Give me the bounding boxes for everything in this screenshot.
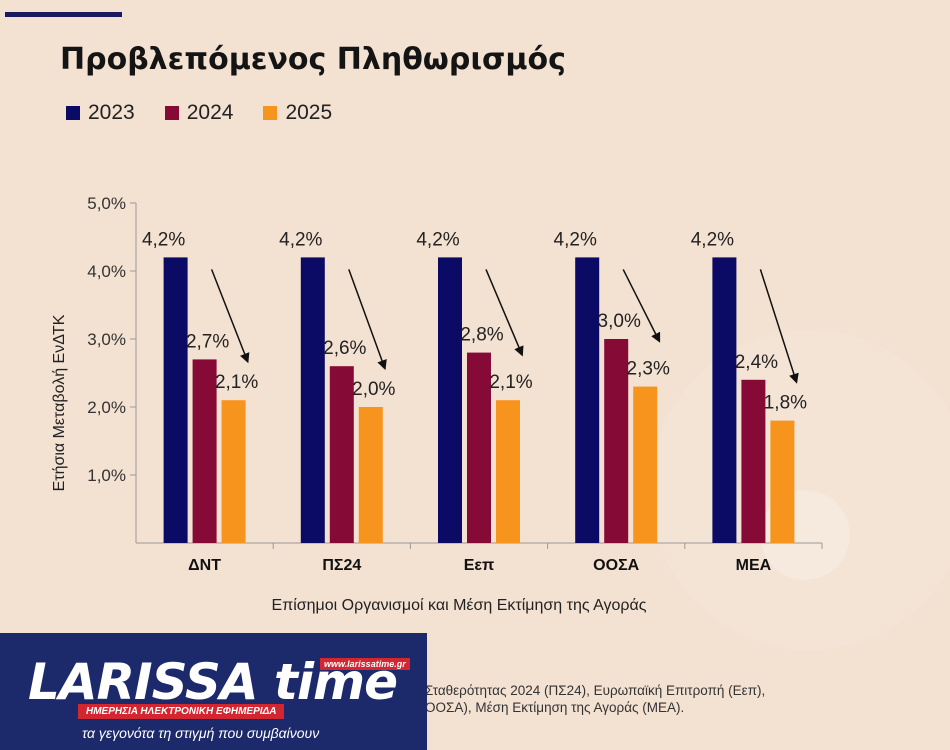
x-tick-label: ΟΟΣΑ [593, 557, 639, 574]
data-label-2023: 4,2% [279, 229, 322, 250]
legend-swatch-2023 [66, 106, 80, 120]
data-label-2023: 4,2% [554, 229, 597, 250]
data-label-2025: 2,0% [352, 379, 395, 400]
x-tick-label: ΔΝΤ [188, 557, 221, 574]
legend: 2023 2024 2025 [66, 101, 332, 125]
bar-2024 [741, 379, 766, 543]
x-axis-title: Επίσημοι Οργανισμοί και Μέση Εκτίμηση τη… [272, 597, 647, 614]
logo-slogan: τα γεγονότα τη στιγμή που συμβαίνουν [82, 725, 320, 741]
legend-label-2023: 2023 [88, 101, 135, 124]
legend-swatch-2025 [263, 106, 278, 120]
legend-label-2025: 2025 [285, 101, 333, 124]
data-label-2023: 4,2% [416, 229, 459, 250]
y-tick-label: 5,0% [87, 194, 126, 213]
larissatime-logo: LARISSA time www.larissatime.gr ΗΜΕΡΗΣΙΑ… [0, 633, 427, 750]
logo-strip: ΗΜΕΡΗΣΙΑ ΗΛΕΚΤΡΟΝΙΚΗ ΕΦΗΜΕΡΙΔΑ [78, 704, 285, 719]
bar-2025 [358, 407, 383, 543]
bar-2025 [770, 420, 795, 543]
data-label-2025: 2,1% [215, 372, 258, 393]
bar-2025 [633, 386, 658, 543]
data-label-2023: 4,2% [142, 229, 185, 250]
legend-item-2025: 2025 [263, 101, 332, 125]
data-label-2024: 3,0% [598, 311, 641, 332]
data-label-2025: 2,3% [627, 359, 670, 380]
legend-label-2024: 2024 [186, 101, 234, 124]
data-label-2024: 2,4% [735, 352, 778, 373]
footnote: Σταθερότητας 2024 (ΠΣ24), Ευρωπαϊκή Επιτ… [425, 682, 765, 716]
x-tick-label: ΠΣ24 [322, 557, 361, 574]
x-tick-label: Εεπ [464, 557, 495, 574]
data-label-2025: 2,1% [489, 372, 532, 393]
bar-2023 [163, 257, 188, 543]
trend-arrow [759, 269, 799, 384]
trend-arrow [348, 269, 387, 371]
bar-2023 [438, 257, 462, 543]
footnote-line-1: Σταθερότητας 2024 (ΠΣ24), Ευρωπαϊκή Επιτ… [425, 683, 766, 698]
data-label-2024: 2,7% [186, 331, 229, 352]
data-label-2024: 2,8% [460, 325, 503, 346]
trend-arrow [485, 269, 524, 357]
bar-2024 [329, 366, 354, 543]
trend-arrow [622, 269, 661, 343]
data-label-2025: 1,8% [764, 393, 807, 414]
data-label-2023: 4,2% [691, 229, 734, 250]
trend-arrow [210, 269, 250, 364]
bar-2023 [712, 257, 737, 543]
legend-item-2023: 2023 [66, 101, 135, 125]
legend-item-2024: 2024 [164, 101, 234, 125]
data-label-2024: 2,6% [323, 338, 366, 359]
bar-2024 [467, 352, 491, 543]
y-tick-label: 3,0% [87, 330, 126, 349]
y-tick-label: 2,0% [87, 398, 126, 417]
x-tick-label: ΜΕΑ [736, 557, 772, 574]
bar-2023 [575, 257, 600, 543]
decorative-circle [650, 330, 950, 650]
bar-2025 [496, 400, 520, 543]
bar-chart: 1,0% 2,0% 3,0% 4,0% 5,0% Ετήσια Μεταβολή ΕνΔΤ… [51, 194, 823, 614]
top-accent-rule [5, 12, 122, 17]
y-tick-label: 1,0% [87, 466, 126, 485]
bar-2025 [221, 400, 246, 543]
chart-title: Προβλεπόμενος Πληθωρισμός [60, 42, 566, 77]
bar-2024 [604, 339, 629, 543]
legend-swatch-2024 [164, 106, 179, 120]
footnote-line-2: ΟΟΣΑ), Μέση Εκτίμηση της Αγοράς (ΜΕΑ). [425, 700, 685, 715]
y-tick-label: 4,0% [87, 262, 126, 281]
logo-url: www.larissatime.gr [320, 658, 410, 670]
y-axis-title: Ετήσια Μεταβολή ΕνΔΤΚ [51, 314, 68, 491]
bar-2023 [300, 257, 325, 543]
bar-2024 [192, 359, 217, 543]
